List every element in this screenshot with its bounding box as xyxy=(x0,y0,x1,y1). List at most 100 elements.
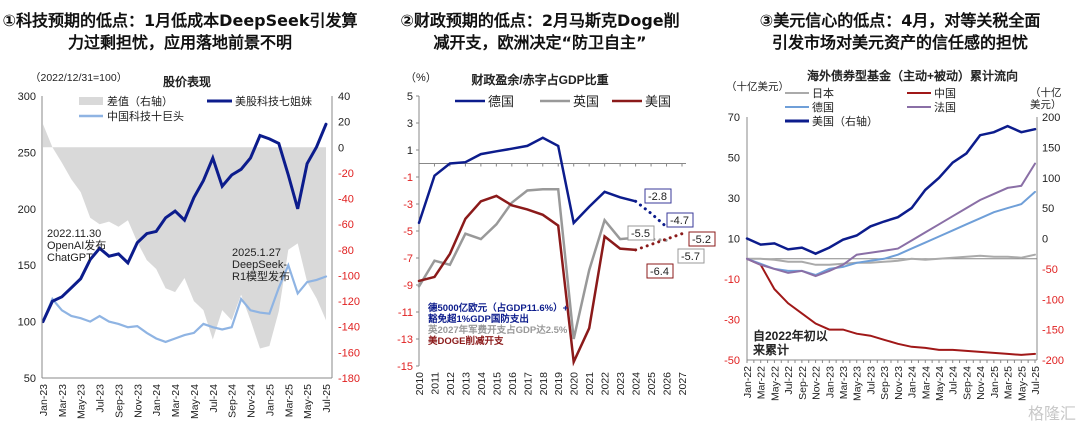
y-right-tick-label: 150 xyxy=(1042,142,1060,154)
y-right-tick-label: 0 xyxy=(338,142,344,154)
data-label: -4.7 xyxy=(670,215,689,227)
y-right-tick-label: -150 xyxy=(1042,325,1064,337)
x-tick-label: 2026 xyxy=(662,372,674,396)
data-label: -5.2 xyxy=(692,234,711,246)
annotation: 自2022年初以 xyxy=(753,328,828,343)
data-label-box xyxy=(688,231,716,247)
unit-note: （2022/12/31=100） xyxy=(30,72,127,84)
data-label: -5.5 xyxy=(631,228,650,240)
header-line: 力过剩担忧，应用落地前景不明 xyxy=(67,33,292,52)
x-tick-label: Sep-24 xyxy=(227,384,239,418)
legend-label: 美股科技七姐妹 xyxy=(235,94,312,108)
x-tick-label: 2014 xyxy=(476,372,488,396)
x-tick-label: 2022 xyxy=(600,372,612,396)
diff-area xyxy=(43,124,326,349)
x-tick-label: May-24 xyxy=(934,366,946,401)
x-tick-label: May-23 xyxy=(852,366,864,401)
x-tick-label: 2013 xyxy=(460,372,472,396)
legend-label: 英国 xyxy=(573,94,599,109)
x-tick-label: Jul-25 xyxy=(321,384,333,413)
header-line: 引发市场对美元资产的信任感的担忧 xyxy=(771,33,1028,52)
legend-label: 日本 xyxy=(812,86,834,100)
y-tick-label: -15 xyxy=(397,361,413,373)
y-right-tick-label: -100 xyxy=(338,270,360,282)
policy-note: 豁免超1%GDP国防支出 xyxy=(428,313,529,325)
policy-note: 德5000亿欧元（占GDP11.6%）+ xyxy=(428,302,569,314)
legend-label: 法国 xyxy=(934,100,956,114)
x-tick-label: Jan-25 xyxy=(264,384,276,416)
y-right-tick-label: 50 xyxy=(1042,203,1054,215)
y-tick-label: -7 xyxy=(403,253,413,265)
y-right-tick-label: 0 xyxy=(1042,234,1048,246)
y-tick-label: -9 xyxy=(403,280,413,292)
annotation: 来累计 xyxy=(752,342,789,357)
x-tick-label: 2015 xyxy=(491,372,503,396)
x-tick-label: 2027 xyxy=(677,372,689,396)
y-right-tick-label: -180 xyxy=(338,373,360,385)
y-right-tick-label: 40 xyxy=(338,91,350,103)
y-right-tick-label: -60 xyxy=(338,219,354,231)
annotation: ChatGPT xyxy=(47,252,93,264)
x-tick-label: Mar-25 xyxy=(1003,366,1015,399)
y-tick-label: -5 xyxy=(403,226,413,238)
germany-line xyxy=(417,136,637,226)
legend-swatch xyxy=(79,97,103,105)
us-projection xyxy=(634,232,684,252)
y-tick-label: 70 xyxy=(728,112,740,124)
x-tick-label: May-22 xyxy=(769,366,781,401)
x-tick-label: Mar-24 xyxy=(170,384,182,417)
legend-label: 美国（右轴） xyxy=(812,114,878,128)
y-right-axis-label: 美元） xyxy=(1030,98,1062,111)
policy-note: 英2027年军费开支占GDP达2.5% xyxy=(428,324,568,336)
data-label-box xyxy=(677,248,705,264)
y-right-tick-label: 20 xyxy=(338,117,350,129)
chart-title: 财政盈余/赤字占GDP比重 xyxy=(470,72,608,87)
x-tick-label: Jan-23 xyxy=(38,384,50,416)
y-right-tick-label: -50 xyxy=(1042,264,1058,276)
legend-label: 德国 xyxy=(812,100,834,114)
x-tick-label: Sep-22 xyxy=(797,366,809,400)
y-tick-label: 5 xyxy=(407,91,413,103)
panel-3-header: ③美元信心的低点：4月，对等关税全面 引发市场对美元资产的信任感的担忧 xyxy=(720,10,1080,54)
germany-projection xyxy=(634,199,668,229)
data-label-box xyxy=(627,225,655,241)
x-tick-label: Mar-22 xyxy=(756,366,768,399)
legend-label: 中国 xyxy=(934,87,956,100)
x-tick-label: 2021 xyxy=(584,372,596,396)
data-label-box xyxy=(644,188,672,204)
x-tick-label: 2011 xyxy=(429,372,441,395)
data-label: -6.4 xyxy=(650,266,669,278)
x-tick-label: Jan-25 xyxy=(989,366,1001,398)
y-tick-label: -3 xyxy=(403,199,413,211)
y-tick-label: 250 xyxy=(18,147,36,159)
annotation: OpenAI发布 xyxy=(47,238,106,252)
y-right-tick-label: -140 xyxy=(338,322,360,334)
y-tick-label: -1 xyxy=(403,172,413,184)
y-tick-label: 30 xyxy=(728,193,740,205)
x-tick-label: 2018 xyxy=(538,372,550,396)
x-tick-label: Mar-23 xyxy=(838,366,850,399)
uk-line xyxy=(417,187,637,340)
watermark: 格隆汇 xyxy=(1027,404,1076,423)
y-right-axis-label: （十亿 xyxy=(1030,86,1062,99)
x-tick-label: 2025 xyxy=(646,372,658,396)
y-tick-label: -30 xyxy=(724,315,740,327)
x-tick-label: Sep-23 xyxy=(113,384,125,418)
y-tick-label: 50 xyxy=(24,373,36,385)
france-flow-line xyxy=(746,162,1036,278)
x-tick-label: May-25 xyxy=(1016,366,1028,401)
chart-title: 股价表现 xyxy=(163,74,211,89)
y-tick-label: 1 xyxy=(407,145,413,157)
y-tick-label: 3 xyxy=(407,118,413,130)
annotation: 2022.11.30 xyxy=(47,228,101,240)
x-tick-label: Jul-24 xyxy=(208,384,220,413)
data-label: -5.7 xyxy=(681,251,700,263)
x-tick-label: Nov-24 xyxy=(975,366,987,400)
y-tick-label: 300 xyxy=(18,91,36,103)
y-tick-label: 50 xyxy=(728,153,740,165)
data-label: -2.8 xyxy=(648,191,667,203)
legend-label: 中国科技十巨头 xyxy=(107,109,184,123)
header-line: ③美元信心的低点：4月，对等关税全面 xyxy=(759,11,1041,30)
x-tick-label: 2016 xyxy=(507,372,519,396)
y-tick-label: -10 xyxy=(724,274,740,286)
